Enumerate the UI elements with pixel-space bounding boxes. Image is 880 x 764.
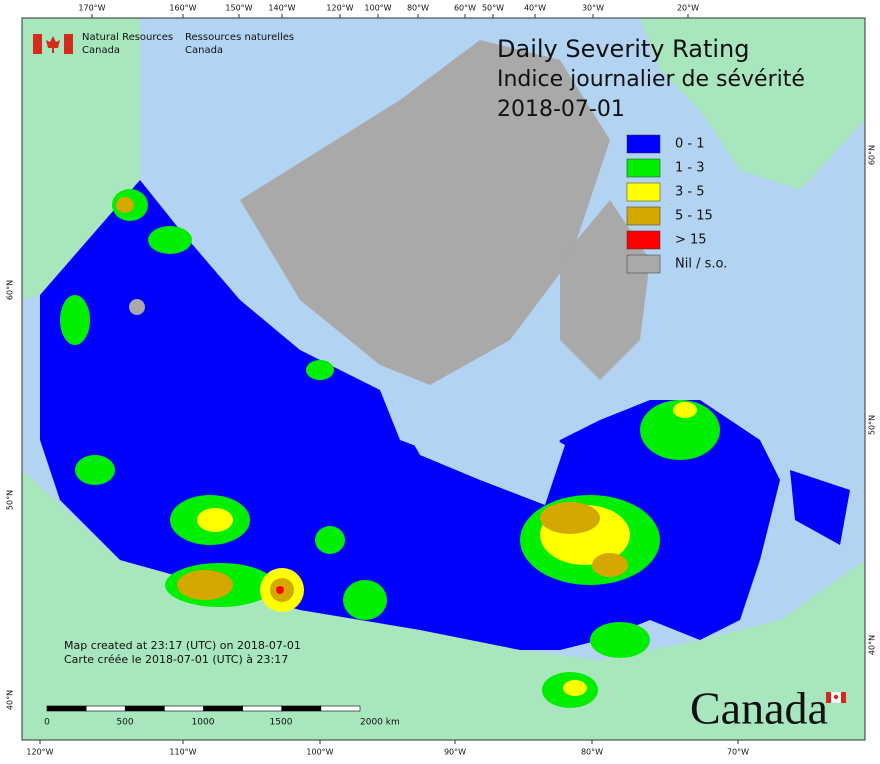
wordmark-flag: [826, 692, 831, 703]
graticule: 170°W 160°W 150°W 140°W 120°W 100°W 80°W 60°W 50…: [6, 4, 877, 757]
wordmark-text: Canada: [690, 683, 828, 734]
graticule-label: 100°W: [364, 4, 391, 13]
scale-label: 1500: [270, 718, 293, 728]
legend-swatch: [626, 182, 661, 202]
area: [343, 580, 387, 620]
graticule-label: 110°W: [169, 748, 196, 757]
credit: Carte créée le 2018-07-01 (UTC) à 23:17: [64, 653, 288, 666]
graticule-label: 160°W: [169, 4, 196, 13]
area: [540, 502, 600, 534]
flag-bar: [33, 34, 42, 54]
org-name: Natural Resources: [82, 32, 173, 43]
legend-label: 3 - 5: [675, 185, 705, 200]
area: [563, 680, 587, 696]
wordmark-flag: [841, 692, 846, 703]
nrcan-logo: [33, 34, 73, 54]
graticule-label: 140°W: [268, 4, 295, 13]
graticule-label: 150°W: [225, 4, 252, 13]
graticule-label: 20°W: [677, 4, 699, 13]
title-date: 2018-07-01: [497, 97, 625, 122]
scale-segment: [203, 705, 243, 712]
area: [592, 553, 628, 577]
area: [315, 526, 345, 554]
scale-segment: [85, 705, 126, 712]
graticule-label: 170°W: [78, 4, 105, 13]
graticule-label: 80°W: [407, 4, 429, 13]
scale-segment: [124, 705, 165, 712]
area: [116, 197, 134, 213]
scale-label: 0: [44, 718, 50, 728]
scale-segment: [164, 705, 204, 712]
graticule-label: 70°W: [727, 748, 749, 757]
greenland-land: [640, 18, 865, 190]
scale-label: 2000 km: [360, 718, 400, 728]
newfoundland: [790, 470, 850, 545]
severity-areas: [60, 189, 720, 708]
scale-label: 500: [116, 718, 133, 728]
scale-label: 1000: [192, 718, 215, 728]
legend-swatch: [626, 134, 661, 154]
map-body: [22, 18, 865, 740]
area: [75, 455, 115, 485]
wordmark-flag: [833, 694, 839, 700]
maple-leaf: [46, 36, 60, 53]
legend-label: 1 - 3: [675, 161, 705, 176]
wordmark: Canada: [690, 683, 847, 734]
org-name: Canada: [82, 45, 120, 56]
graticule-label: 40°N: [6, 690, 15, 710]
scale-segment: [320, 705, 361, 712]
map-frame: [21, 17, 866, 741]
usa-land: [22, 470, 865, 740]
org-name: Ressources naturelles: [185, 32, 294, 43]
legend-swatch: [626, 158, 661, 178]
area: [197, 508, 233, 532]
area: [177, 570, 233, 600]
area: [148, 226, 192, 254]
legend-label: > 15: [675, 233, 707, 248]
title-en: Daily Severity Rating: [497, 35, 749, 63]
graticule-label: 60°N: [868, 145, 877, 165]
legend-label: 5 - 15: [675, 209, 713, 224]
scale-segment: [281, 705, 322, 712]
area: [60, 295, 90, 345]
graticule-label: 30°W: [582, 4, 604, 13]
area: [306, 360, 334, 380]
legend-swatch: [626, 206, 661, 226]
area: [673, 402, 697, 418]
scale-segment: [46, 705, 87, 712]
scale-segment: [242, 705, 283, 712]
graticule-label: 120°W: [26, 748, 53, 757]
hudson-bay: [380, 390, 565, 505]
alaska-land: [22, 18, 140, 300]
flag-bar: [64, 34, 73, 54]
graticule-label: 50°W: [482, 4, 504, 13]
org-name: Canada: [185, 45, 223, 56]
graticule-label: 100°W: [306, 748, 333, 757]
graticule-label: 40°N: [868, 635, 877, 655]
graticule-label: 40°W: [524, 4, 546, 13]
graticule-label: 120°W: [326, 4, 353, 13]
scale-bar: 0 500 1000 1500 2000 km: [44, 705, 400, 728]
legend-swatch: [626, 254, 661, 274]
area: [276, 586, 284, 594]
graticule-label: 50°N: [6, 490, 15, 510]
legend-swatch: [626, 230, 661, 250]
graticule-label: 90°W: [444, 748, 466, 757]
title-fr: Indice journalier de sévérité: [497, 67, 805, 92]
legend: 0 - 1 1 - 3 3 - 5 5 - 15 > 15 Nil / s.o.: [626, 134, 727, 274]
lake: [129, 299, 145, 315]
graticule-label: 80°W: [581, 748, 603, 757]
legend-label: Nil / s.o.: [675, 257, 727, 272]
graticule-label: 60°W: [454, 4, 476, 13]
area: [640, 400, 720, 460]
graticule-label: 60°N: [6, 280, 15, 300]
credit: Map created at 23:17 (UTC) on 2018-07-01: [64, 639, 301, 652]
legend-label: 0 - 1: [675, 137, 705, 152]
area: [590, 622, 650, 658]
arctic-islands: [240, 40, 610, 385]
graticule-label: 50°N: [868, 415, 877, 435]
